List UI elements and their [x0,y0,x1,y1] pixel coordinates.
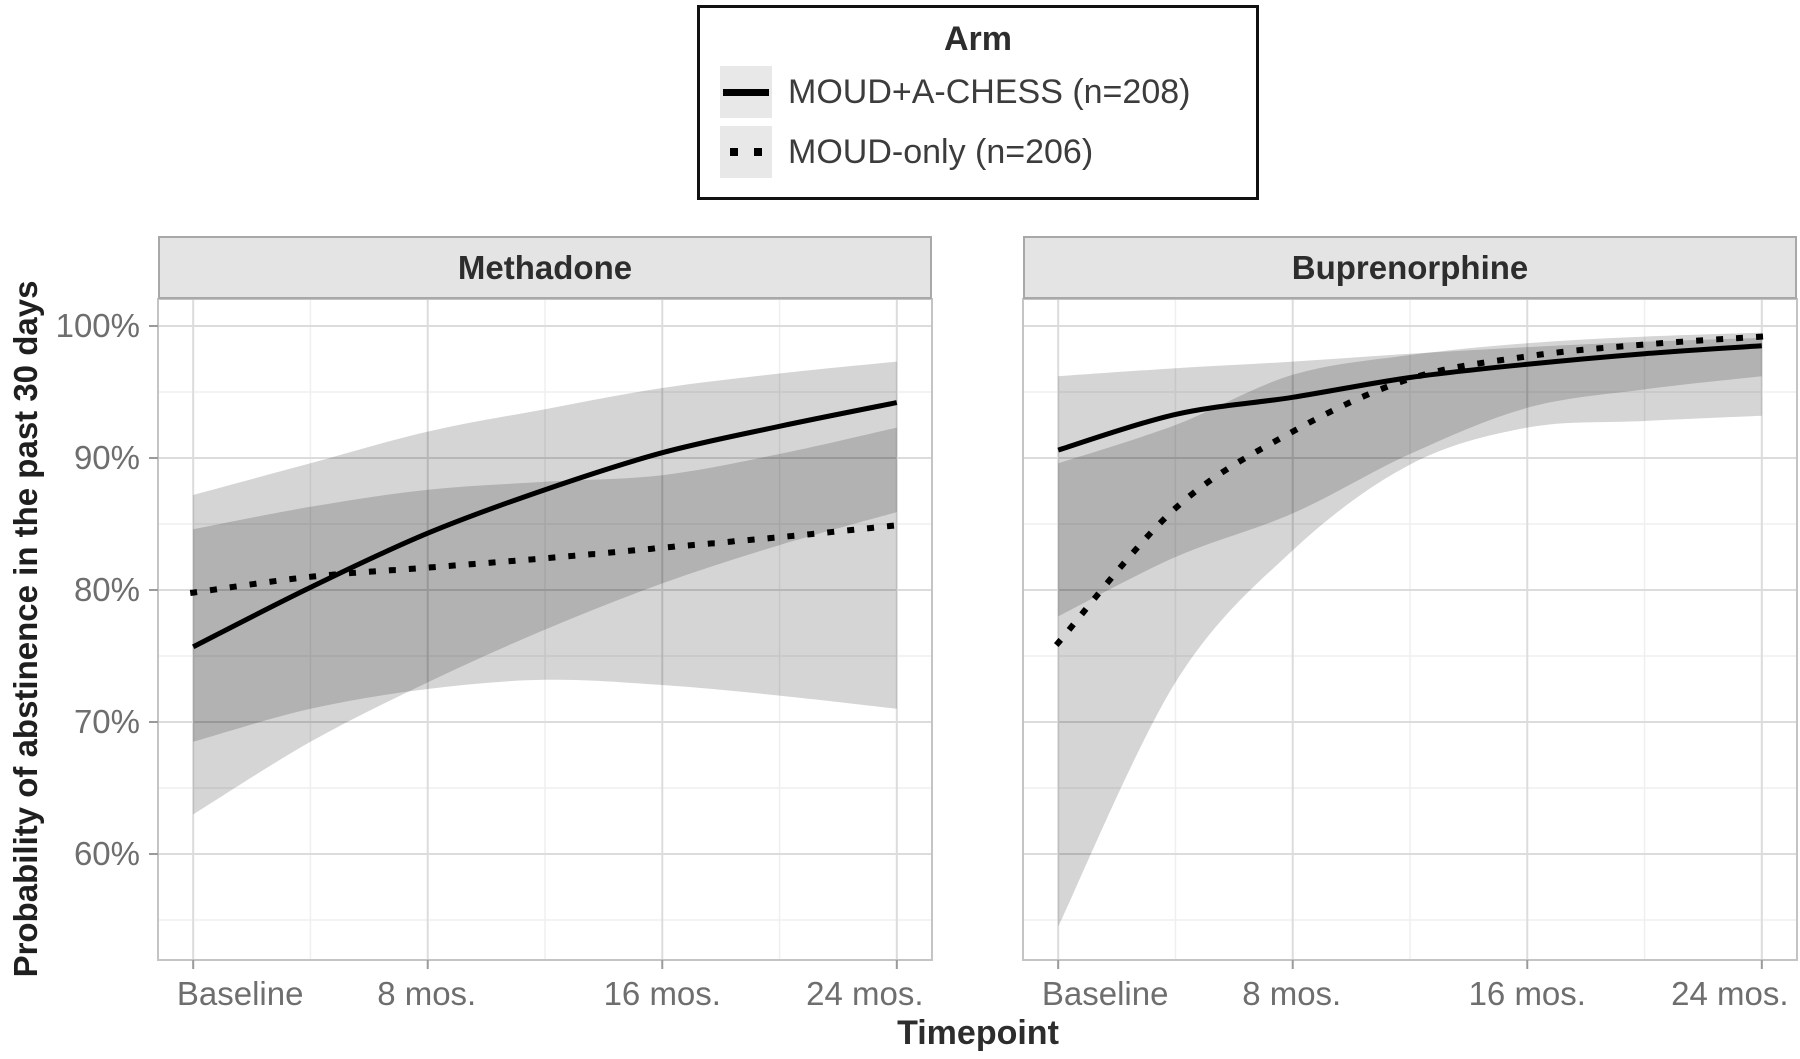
y-tick-label: 100% [55,307,140,344]
ci-ribbon-dotted [1058,332,1762,927]
x-tick-label: 16 mos. [603,975,721,1012]
y-tick-label: 70% [73,703,140,740]
legend-label-moud-only: MOUD-only (n=206) [788,132,1094,171]
panel-border [1022,298,1798,961]
x-tick-label: Baseline [1041,975,1169,1012]
x-tick-label: 24 mos. [1671,975,1789,1012]
ci-ribbon-dotted [193,427,897,742]
panel-border [157,298,933,961]
x-tick-label: 8 mos. [377,975,477,1012]
panel-buprenorphine [1022,298,1798,969]
x-tick-label: 8 mos. [1242,975,1342,1012]
y-tick-label: 60% [73,835,140,872]
x-tick-label: Baseline [176,975,304,1012]
x-tick-label: 16 mos. [1468,975,1586,1012]
x-axis-title: Timepoint [897,1014,1059,1052]
solid-line-key-icon [720,66,772,118]
legend-entry-achess: MOUD+A-CHESS (n=208) [720,65,1256,119]
legend-label-achess: MOUD+A-CHESS (n=208) [788,72,1191,111]
y-axis-title: Probability of abstinence in the past 30… [7,280,44,978]
legend: Arm MOUD+A-CHESS (n=208) MOUD-only (n=20… [697,5,1259,200]
y-tick-label: 80% [73,571,140,608]
trend-line-dotted [189,522,901,596]
ci-ribbon-solid [193,361,897,815]
facet-strip-methadone: Methadone [158,236,932,299]
ci-ribbon-solid [1058,337,1762,617]
trend-line-solid [1057,343,1762,453]
trend-line-solid [192,400,898,650]
facet-strip-buprenorphine: Buprenorphine [1023,236,1797,299]
dotted-line-key-icon [720,126,772,178]
legend-entry-moud-only: MOUD-only (n=206) [720,125,1256,179]
y-tick-label: 90% [73,439,140,476]
x-tick-label: 24 mos. [806,975,924,1012]
panel-methadone [157,298,933,969]
legend-title: Arm [943,20,1013,58]
